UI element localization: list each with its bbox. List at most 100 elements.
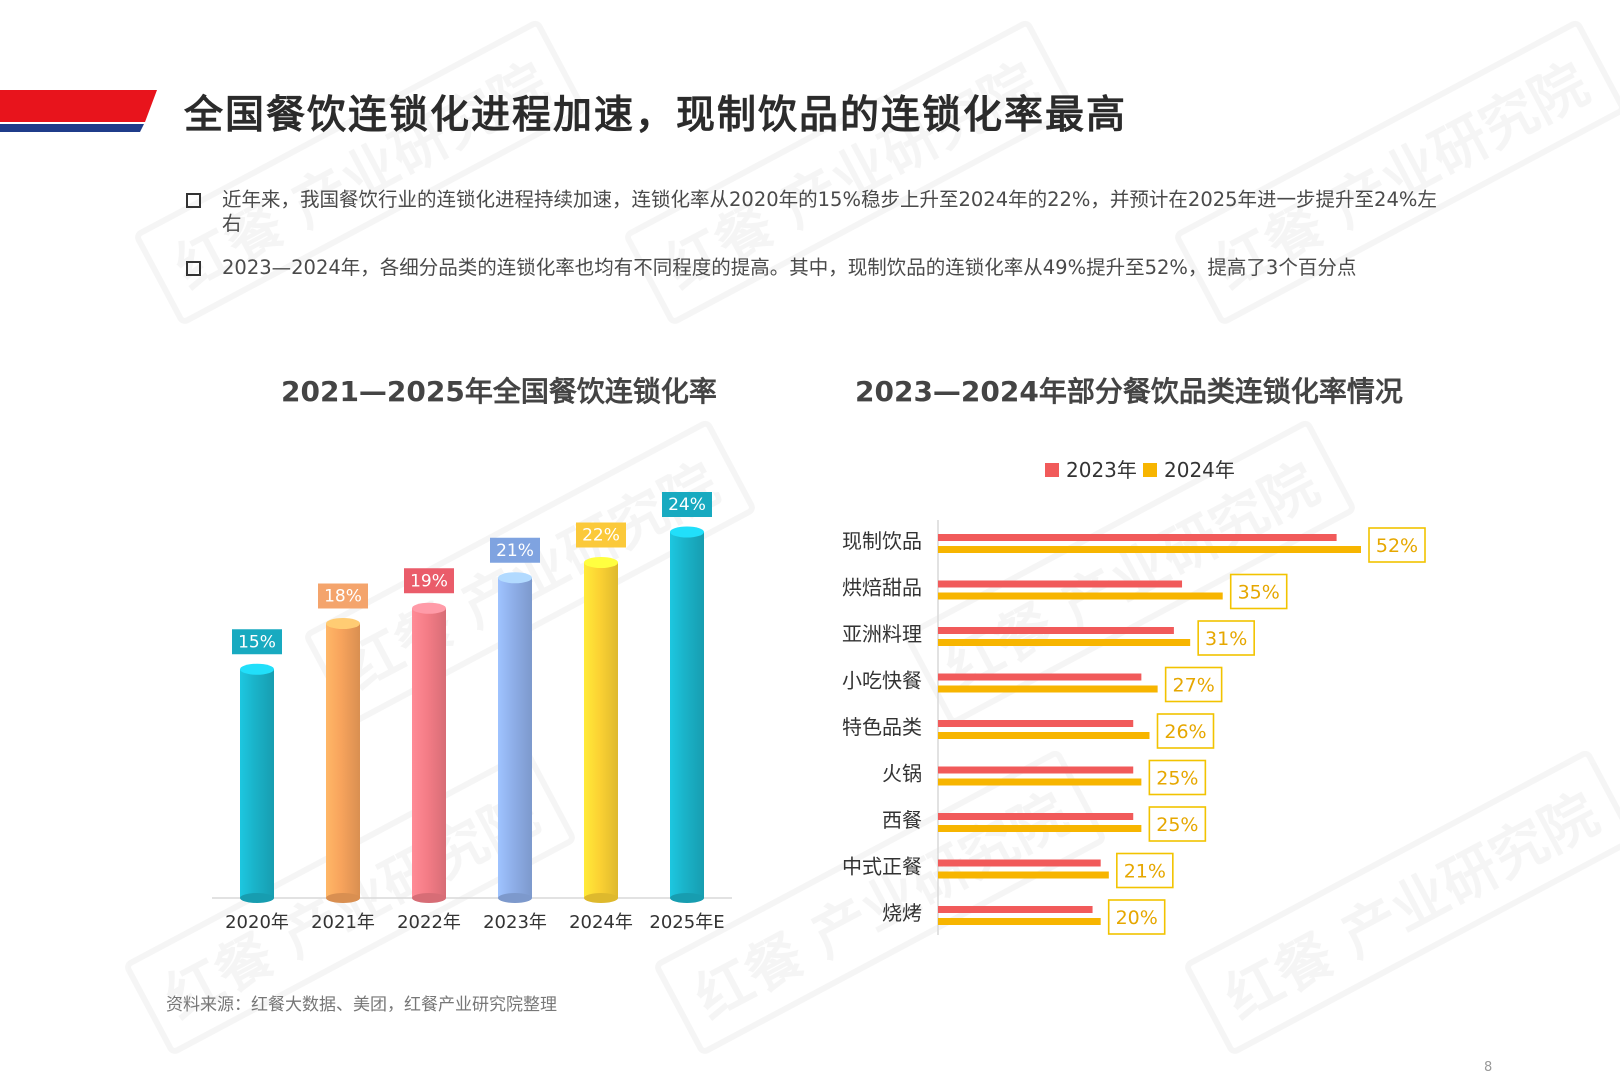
data-label-4: 22% (582, 526, 620, 546)
bar-2024-1 (938, 592, 1223, 600)
bar-2023-4 (938, 720, 1134, 727)
data-label-bg-4 (576, 522, 626, 548)
bullet-text: 2023—2024年，各细分品类的连锁化率也均有不同程度的提高。其中，现制饮品的… (222, 256, 1357, 279)
bar-2023-2 (938, 627, 1174, 634)
data-label-7: 21% (1124, 861, 1166, 883)
x-tick-label-4: 2024年 (569, 912, 633, 933)
data-label-box-8 (1107, 899, 1166, 935)
data-label-bg-3 (490, 537, 540, 563)
bar-base-1 (326, 893, 360, 903)
data-label-box-2 (1197, 620, 1255, 656)
bar-2024-3 (938, 685, 1158, 693)
bar-2023-0 (938, 534, 1337, 541)
x-tick-label-0: 2020年 (225, 912, 289, 933)
legend-swatch-0 (1045, 463, 1059, 477)
legend-swatch-1 (1143, 463, 1157, 477)
data-label-3: 27% (1173, 675, 1215, 697)
bar-2 (412, 608, 446, 898)
data-label-1: 18% (324, 587, 362, 607)
square-bullet-icon (186, 261, 201, 276)
bar-base-2 (412, 893, 446, 903)
bar-2024-8 (938, 918, 1101, 925)
x-tick-label-3: 2023年 (483, 912, 547, 933)
bar-2023-5 (938, 766, 1134, 774)
data-label-box-1 (1229, 573, 1288, 610)
data-label-5: 25% (1156, 768, 1198, 790)
data-label-box-4 (1156, 713, 1215, 749)
header-accent-stripe (0, 90, 157, 132)
bar-cap-2 (412, 602, 446, 614)
bar-cap-0 (240, 663, 274, 675)
bar-2023-8 (938, 906, 1093, 913)
data-label-2: 19% (410, 571, 448, 591)
source-note: 资料来源：红餐大数据、美团，红餐产业研究院整理 (166, 995, 557, 1015)
bar-cap-5 (670, 526, 704, 538)
bar-2023-3 (938, 673, 1142, 681)
bar-cap-3 (498, 572, 532, 584)
bar-0 (240, 669, 274, 898)
page-number: 8 (1484, 1060, 1493, 1075)
bar-2023-1 (938, 580, 1183, 588)
bar-2023-6 (938, 813, 1134, 820)
legend-label-0: 2023年 (1066, 458, 1137, 482)
bullet-text: 近年来，我国餐饮行业的连锁化进程持续加速，连锁化率从2020年的15%稳步上升至… (222, 188, 1437, 235)
data-label-2: 31% (1205, 628, 1247, 650)
bar-2024-7 (938, 871, 1109, 879)
category-label-2: 亚洲料理 (842, 622, 922, 646)
bar-4 (584, 562, 618, 898)
data-label-box-0 (1368, 527, 1426, 563)
data-label-3: 21% (496, 541, 534, 561)
bar-2024-4 (938, 732, 1150, 739)
data-label-0: 52% (1376, 535, 1418, 557)
category-label-5: 火锅 (882, 762, 922, 786)
category-label-6: 西餐 (882, 808, 922, 832)
legend-label-1: 2024年 (1164, 458, 1235, 482)
bar-base-3 (498, 893, 532, 903)
data-label-bg-2 (404, 568, 454, 594)
category-label-0: 现制饮品 (842, 529, 922, 553)
category-label-4: 特色品类 (842, 715, 922, 739)
data-label-box-7 (1116, 852, 1174, 889)
bar-2024-0 (938, 546, 1361, 553)
bar-cap-1 (326, 618, 360, 629)
bar-base-5 (670, 893, 704, 903)
data-label-8: 20% (1116, 907, 1158, 929)
x-tick-label-2: 2022年 (397, 912, 461, 933)
bullet-list: 近年来，我国餐饮行业的连锁化进程持续加速，连锁化率从2020年的15%稳步上升至… (186, 188, 1456, 300)
bullet-item: 近年来，我国餐饮行业的连锁化进程持续加速，连锁化率从2020年的15%稳步上升至… (186, 188, 1456, 236)
data-label-0: 15% (238, 632, 276, 652)
x-tick-label-1: 2021年 (311, 912, 375, 933)
bar-base-4 (584, 893, 618, 903)
data-label-6: 25% (1156, 814, 1198, 836)
square-bullet-icon (186, 193, 201, 208)
category-label-1: 烘焙甜品 (842, 576, 922, 600)
left-chart-title: 2021—2025年全国餐饮连锁化率 (281, 375, 717, 408)
data-label-bg-1 (318, 583, 368, 609)
data-label-bg-0 (232, 629, 282, 655)
category-label-7: 中式正餐 (842, 855, 922, 879)
page-title: 全国餐饮连锁化进程加速，现制饮品的连锁化率最高 (184, 93, 1128, 138)
data-label-box-5 (1148, 759, 1207, 796)
bar-2023-7 (938, 859, 1101, 867)
category-label-3: 小吃快餐 (842, 669, 922, 693)
bar-5 (670, 532, 704, 898)
right-chart-title: 2023—2024年部分餐饮品类连锁化率情况 (855, 375, 1403, 408)
data-label-4: 26% (1164, 721, 1206, 743)
data-label-1: 35% (1238, 582, 1280, 604)
bar-2024-5 (938, 778, 1142, 786)
data-label-5: 24% (668, 495, 706, 515)
x-tick-label-5: 2025年E (649, 912, 724, 933)
bar-2024-2 (938, 639, 1191, 646)
bar-cap-4 (584, 557, 618, 568)
bar-base-0 (240, 893, 274, 903)
category-label-8: 烧烤 (882, 901, 922, 925)
data-label-box-3 (1164, 666, 1223, 703)
bar-2024-6 (938, 825, 1142, 832)
data-label-box-6 (1148, 806, 1207, 842)
bar-1 (326, 623, 360, 898)
data-label-bg-5 (662, 492, 712, 517)
bar-3 (498, 577, 532, 898)
bullet-item: 2023—2024年，各细分品类的连锁化率也均有不同程度的提高。其中，现制饮品的… (186, 256, 1456, 280)
